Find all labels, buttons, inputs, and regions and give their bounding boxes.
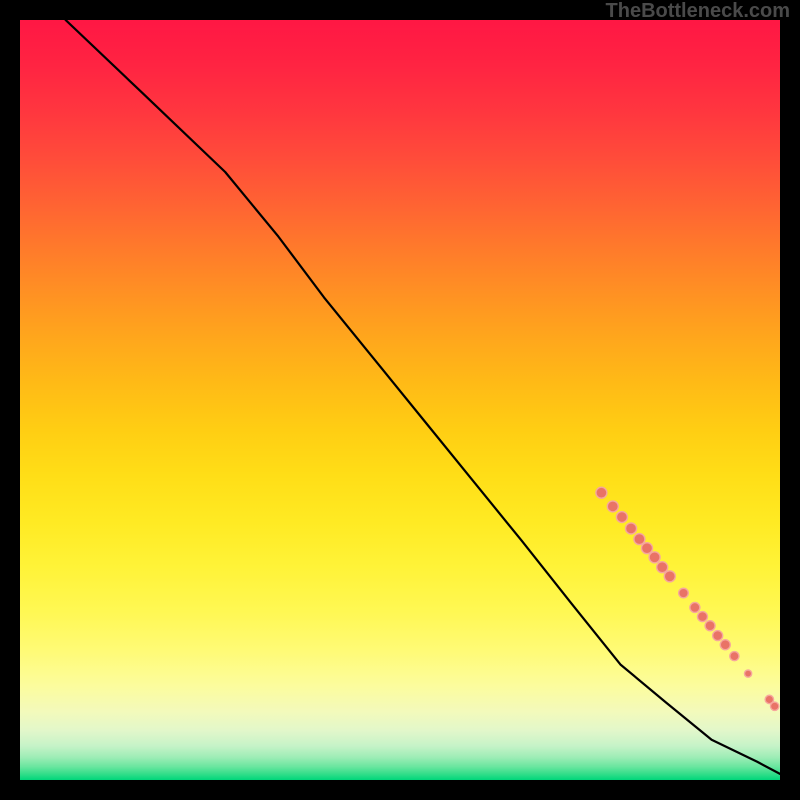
data-marker: [657, 562, 668, 573]
data-marker: [690, 602, 700, 612]
data-marker: [649, 552, 660, 563]
data-marker: [713, 631, 723, 641]
bottleneck-chart: [20, 20, 780, 780]
data-marker: [626, 523, 637, 534]
chart-container: TheBottleneck.com: [0, 0, 800, 800]
chart-background: [20, 20, 780, 780]
data-marker: [607, 501, 618, 512]
data-marker: [634, 534, 645, 545]
data-marker: [720, 640, 730, 650]
data-marker: [596, 487, 607, 498]
data-marker: [770, 702, 778, 710]
data-marker: [664, 571, 675, 582]
data-marker: [616, 512, 627, 523]
data-marker: [744, 670, 751, 677]
data-marker: [679, 588, 689, 598]
data-marker: [642, 543, 653, 554]
data-marker: [730, 652, 739, 661]
data-marker: [697, 612, 707, 622]
data-marker: [705, 621, 715, 631]
